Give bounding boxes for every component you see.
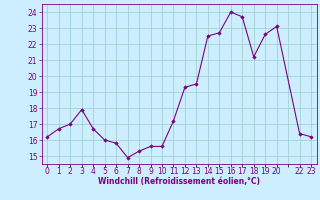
X-axis label: Windchill (Refroidissement éolien,°C): Windchill (Refroidissement éolien,°C): [98, 177, 260, 186]
